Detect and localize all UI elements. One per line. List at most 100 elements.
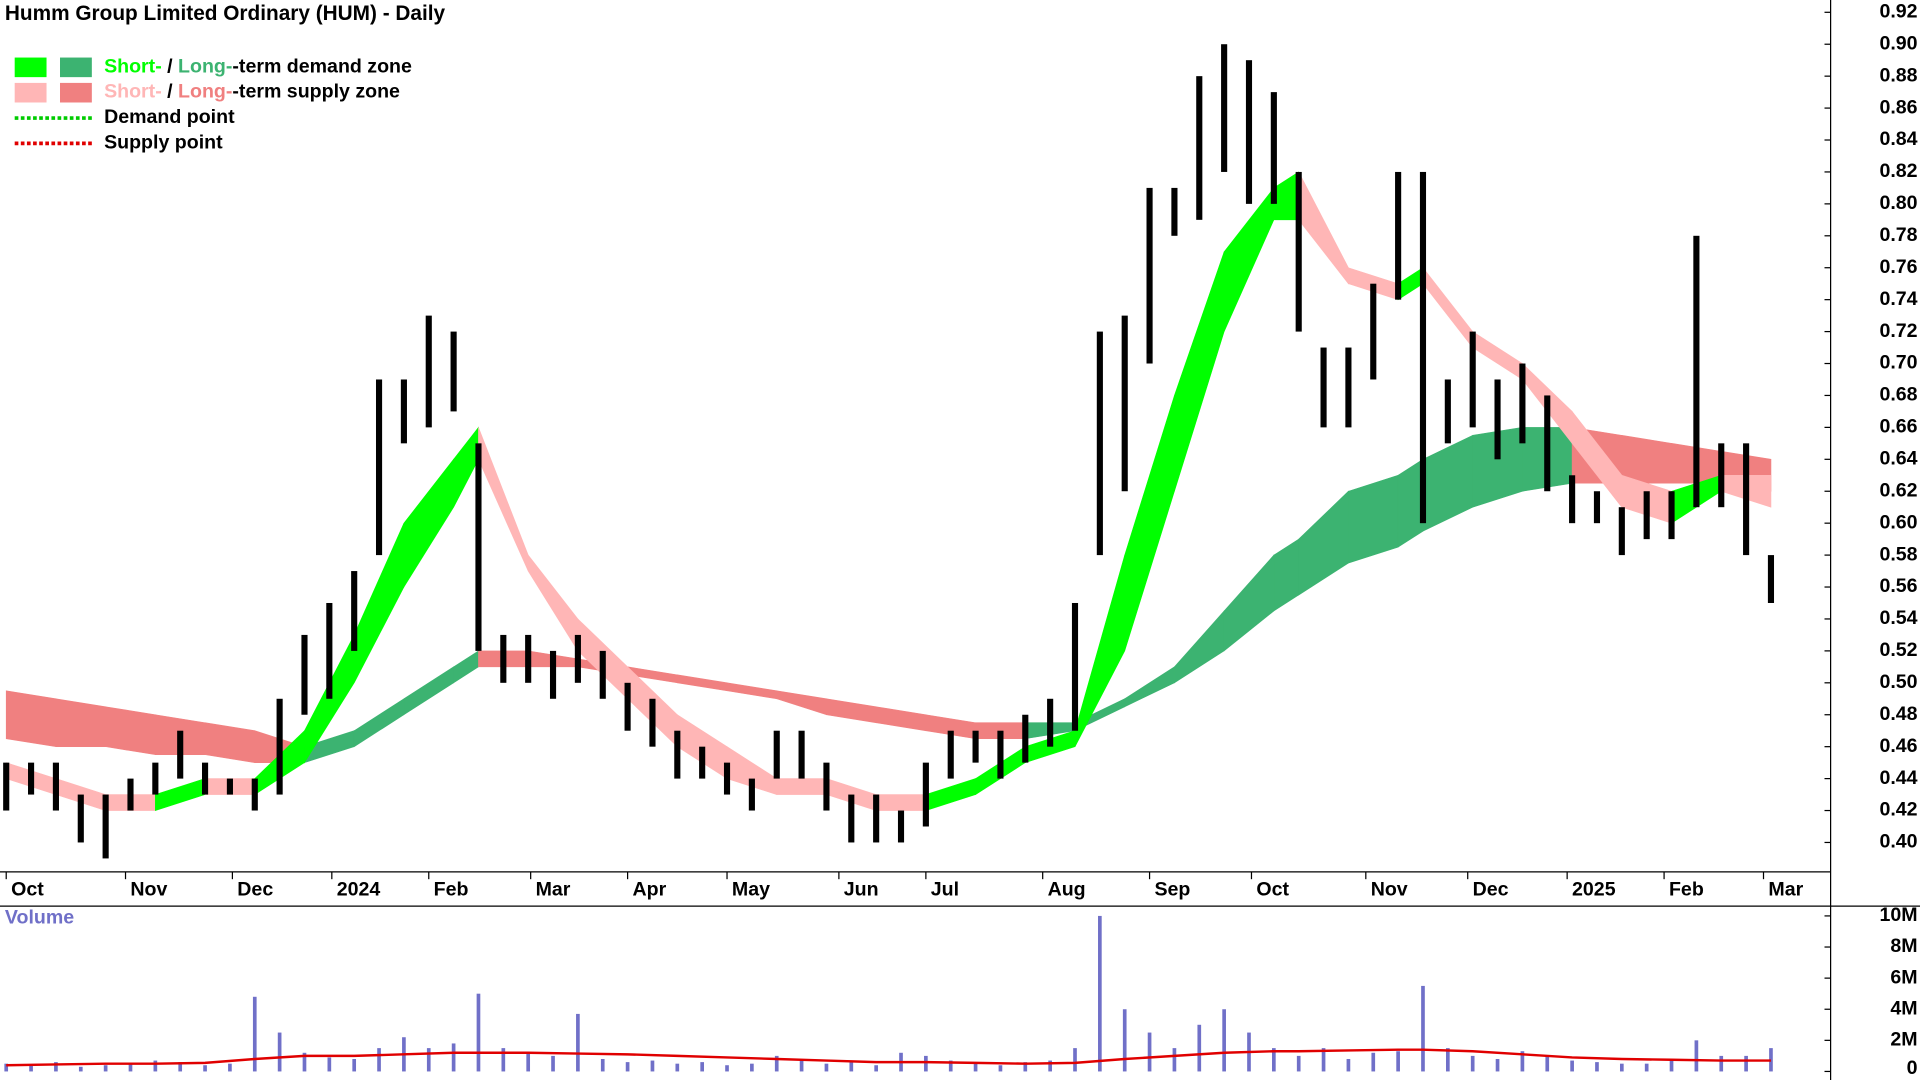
x-tick-label: Mar bbox=[1768, 878, 1803, 900]
y-tick-label: 0.76 bbox=[1879, 256, 1917, 278]
volume-bar bbox=[327, 1057, 332, 1072]
y-tick-label: 6M bbox=[1890, 966, 1917, 988]
price-bar bbox=[997, 730, 1004, 779]
volume-bar bbox=[576, 1013, 580, 1072]
volume-bar bbox=[78, 1066, 83, 1072]
volume-bar bbox=[352, 1059, 357, 1072]
legend-text: / bbox=[162, 56, 178, 78]
volume-bar bbox=[849, 1062, 854, 1072]
volume-bar bbox=[1023, 1062, 1028, 1072]
legend-swatch bbox=[60, 57, 92, 78]
price-bar bbox=[1469, 331, 1476, 428]
y-tick-label: 0.74 bbox=[1879, 288, 1917, 310]
price-bar bbox=[873, 794, 880, 843]
x-tick-label: Apr bbox=[633, 878, 667, 900]
volume-bar bbox=[451, 1043, 456, 1072]
x-tick-label: Sep bbox=[1154, 878, 1190, 900]
price-bar bbox=[102, 794, 109, 859]
price-bar bbox=[897, 810, 905, 843]
price-bar bbox=[152, 762, 159, 795]
volume-bar bbox=[501, 1048, 506, 1072]
price-bar bbox=[1444, 379, 1451, 444]
volume-bar bbox=[1619, 1063, 1624, 1072]
y-tick-label: 4M bbox=[1890, 997, 1917, 1019]
volume-bar bbox=[426, 1048, 431, 1072]
price-bar bbox=[1171, 187, 1178, 236]
volume-bar bbox=[1769, 1048, 1773, 1072]
y-tick-label: 8M bbox=[1890, 935, 1917, 957]
volume-bar bbox=[1520, 1051, 1525, 1072]
volume-bar bbox=[725, 1065, 729, 1072]
price-bar bbox=[276, 698, 283, 795]
volume-bar bbox=[675, 1063, 680, 1072]
y-tick-label: 0.68 bbox=[1879, 384, 1917, 406]
legend-text: Short- bbox=[104, 56, 162, 78]
price-bar bbox=[1593, 491, 1601, 524]
volume-bar bbox=[551, 1055, 555, 1072]
volume-bar bbox=[1545, 1055, 1550, 1072]
volume-bar bbox=[1296, 1055, 1301, 1072]
y-tick-label: 0.64 bbox=[1879, 447, 1917, 469]
volume-bar bbox=[29, 1065, 33, 1072]
long-zone bbox=[105, 706, 156, 756]
y-tick-label: 0.56 bbox=[1879, 575, 1917, 597]
volume-bar bbox=[948, 1060, 953, 1072]
legend-label: Short- / Long--term supply zone bbox=[104, 81, 400, 103]
price-bar bbox=[525, 634, 532, 683]
price-bar bbox=[748, 778, 755, 811]
volume-bar bbox=[1048, 1060, 1052, 1072]
volume-bar bbox=[1694, 1040, 1699, 1072]
y-tick-label: 0.52 bbox=[1879, 639, 1917, 661]
legend-text: -term demand zone bbox=[232, 56, 412, 78]
price-bar bbox=[1668, 491, 1675, 540]
price-bar bbox=[798, 730, 805, 779]
volume-bar bbox=[874, 1065, 878, 1072]
price-bar bbox=[1221, 44, 1228, 172]
price-bar bbox=[301, 634, 308, 715]
price-bar bbox=[674, 730, 681, 779]
price-bar bbox=[1643, 491, 1650, 540]
price-bar bbox=[500, 634, 507, 683]
short-zone bbox=[875, 794, 927, 811]
price-bar bbox=[699, 746, 706, 779]
volume-bar bbox=[625, 1062, 630, 1072]
price-bar bbox=[1295, 171, 1302, 332]
volume-bar bbox=[1421, 985, 1425, 1072]
price-bar bbox=[549, 650, 557, 699]
volume-bar bbox=[54, 1062, 58, 1072]
volume-bar bbox=[1321, 1048, 1326, 1072]
volume-bar bbox=[476, 993, 481, 1072]
x-tick-label: Nov bbox=[130, 878, 167, 900]
price-bar bbox=[1022, 714, 1029, 763]
price-bar bbox=[475, 443, 482, 651]
price-bar bbox=[574, 634, 581, 683]
volume-bar bbox=[1719, 1055, 1724, 1072]
x-tick-label: Oct bbox=[11, 878, 44, 900]
volume-bar bbox=[1744, 1055, 1748, 1072]
price-bar bbox=[1395, 171, 1402, 300]
volume-bar bbox=[153, 1060, 158, 1072]
volume-bar bbox=[377, 1048, 381, 1072]
volume-bar bbox=[4, 1063, 9, 1072]
x-tick-label: Dec bbox=[237, 878, 273, 900]
y-tick-label: 0 bbox=[1907, 1057, 1918, 1079]
price-bar bbox=[1693, 235, 1700, 508]
legend-label: Supply point bbox=[104, 132, 223, 154]
price-bar bbox=[947, 730, 954, 779]
price-bar bbox=[1419, 171, 1427, 524]
volume-bar bbox=[1172, 1048, 1177, 1072]
y-tick-label: 0.46 bbox=[1879, 735, 1917, 757]
price-bar bbox=[450, 331, 457, 412]
price-bar bbox=[400, 379, 407, 444]
x-tick-label: Nov bbox=[1371, 878, 1408, 900]
volume-bar bbox=[1122, 1009, 1127, 1072]
y-tick-label: 0.50 bbox=[1879, 671, 1917, 693]
volume-bar bbox=[203, 1065, 207, 1072]
volume-bar bbox=[526, 1052, 531, 1072]
volume-bar bbox=[600, 1059, 605, 1072]
x-tick-label: Feb bbox=[434, 878, 469, 900]
y-tick-label: 0.90 bbox=[1879, 32, 1917, 54]
volume-bar bbox=[128, 1063, 133, 1072]
price-bar bbox=[52, 762, 59, 811]
price-bar bbox=[1569, 475, 1576, 524]
